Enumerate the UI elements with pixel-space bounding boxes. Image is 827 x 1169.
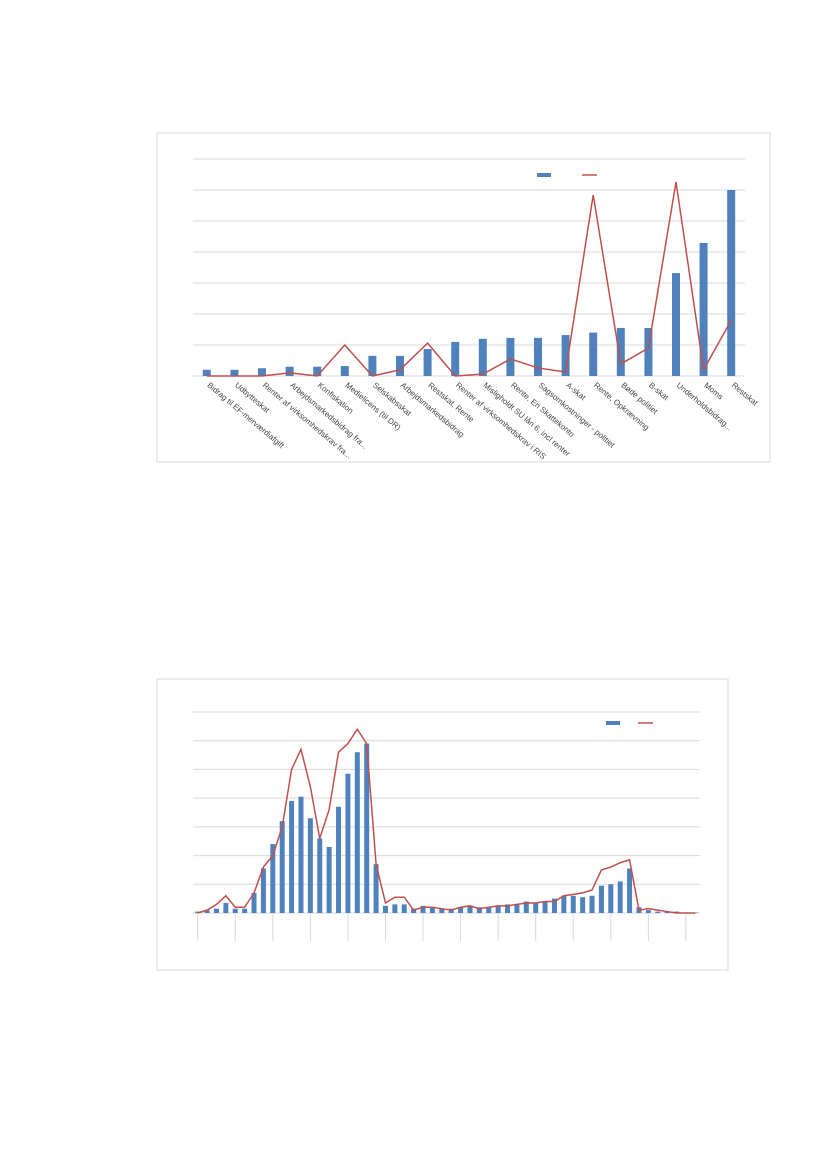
bar (617, 881, 623, 913)
bar (589, 332, 598, 376)
bar (505, 904, 511, 913)
bar (655, 911, 661, 913)
bar (645, 910, 651, 913)
bar (514, 904, 520, 913)
line (197, 727, 696, 914)
bar (251, 892, 257, 913)
bar (542, 901, 548, 913)
bar (270, 844, 276, 913)
bar (476, 907, 482, 913)
bar (298, 796, 304, 913)
bar (551, 898, 557, 913)
bar (260, 868, 266, 913)
bar (458, 907, 464, 913)
bar (533, 902, 539, 913)
bar (258, 368, 266, 376)
legend-swatch (537, 173, 551, 177)
bar (213, 908, 219, 913)
bar (580, 897, 586, 913)
bar (345, 773, 351, 913)
bar (478, 338, 487, 376)
bar (401, 904, 407, 913)
bar (340, 366, 349, 376)
chart-frame (156, 678, 729, 971)
bar (561, 895, 567, 913)
bar (368, 355, 377, 376)
bar (223, 902, 229, 913)
bar (608, 884, 614, 913)
legend-swatch (606, 721, 620, 725)
bar (439, 908, 445, 913)
bar (202, 369, 211, 376)
bar (232, 908, 238, 913)
bar (230, 369, 239, 376)
bar (570, 895, 576, 913)
bar (727, 190, 736, 376)
bar (307, 818, 313, 913)
bar (396, 355, 404, 376)
bar (279, 821, 285, 913)
bar (589, 895, 595, 913)
bar (289, 801, 295, 913)
bar (373, 864, 379, 913)
bar (616, 327, 625, 376)
bar (392, 904, 398, 913)
bar (486, 907, 492, 913)
bar (242, 908, 248, 913)
bar (423, 349, 432, 376)
bar (382, 905, 388, 913)
bar (467, 905, 473, 913)
bar (285, 366, 294, 376)
bar (451, 341, 460, 376)
bar (429, 907, 435, 913)
bar (598, 885, 604, 913)
bar (495, 905, 501, 913)
bar (506, 337, 515, 376)
chart-frame (156, 132, 771, 463)
bar (534, 337, 542, 376)
bar (523, 901, 529, 913)
bar (326, 846, 332, 913)
bar (317, 838, 323, 913)
bar (561, 335, 570, 376)
bar (313, 366, 322, 376)
bar (204, 910, 210, 913)
bar (336, 806, 342, 913)
bar (672, 273, 680, 376)
bar (354, 752, 360, 913)
bar (364, 743, 370, 913)
bar (699, 243, 708, 376)
bar (644, 327, 653, 376)
bar (420, 905, 426, 913)
bar (627, 868, 633, 913)
line (206, 181, 732, 377)
